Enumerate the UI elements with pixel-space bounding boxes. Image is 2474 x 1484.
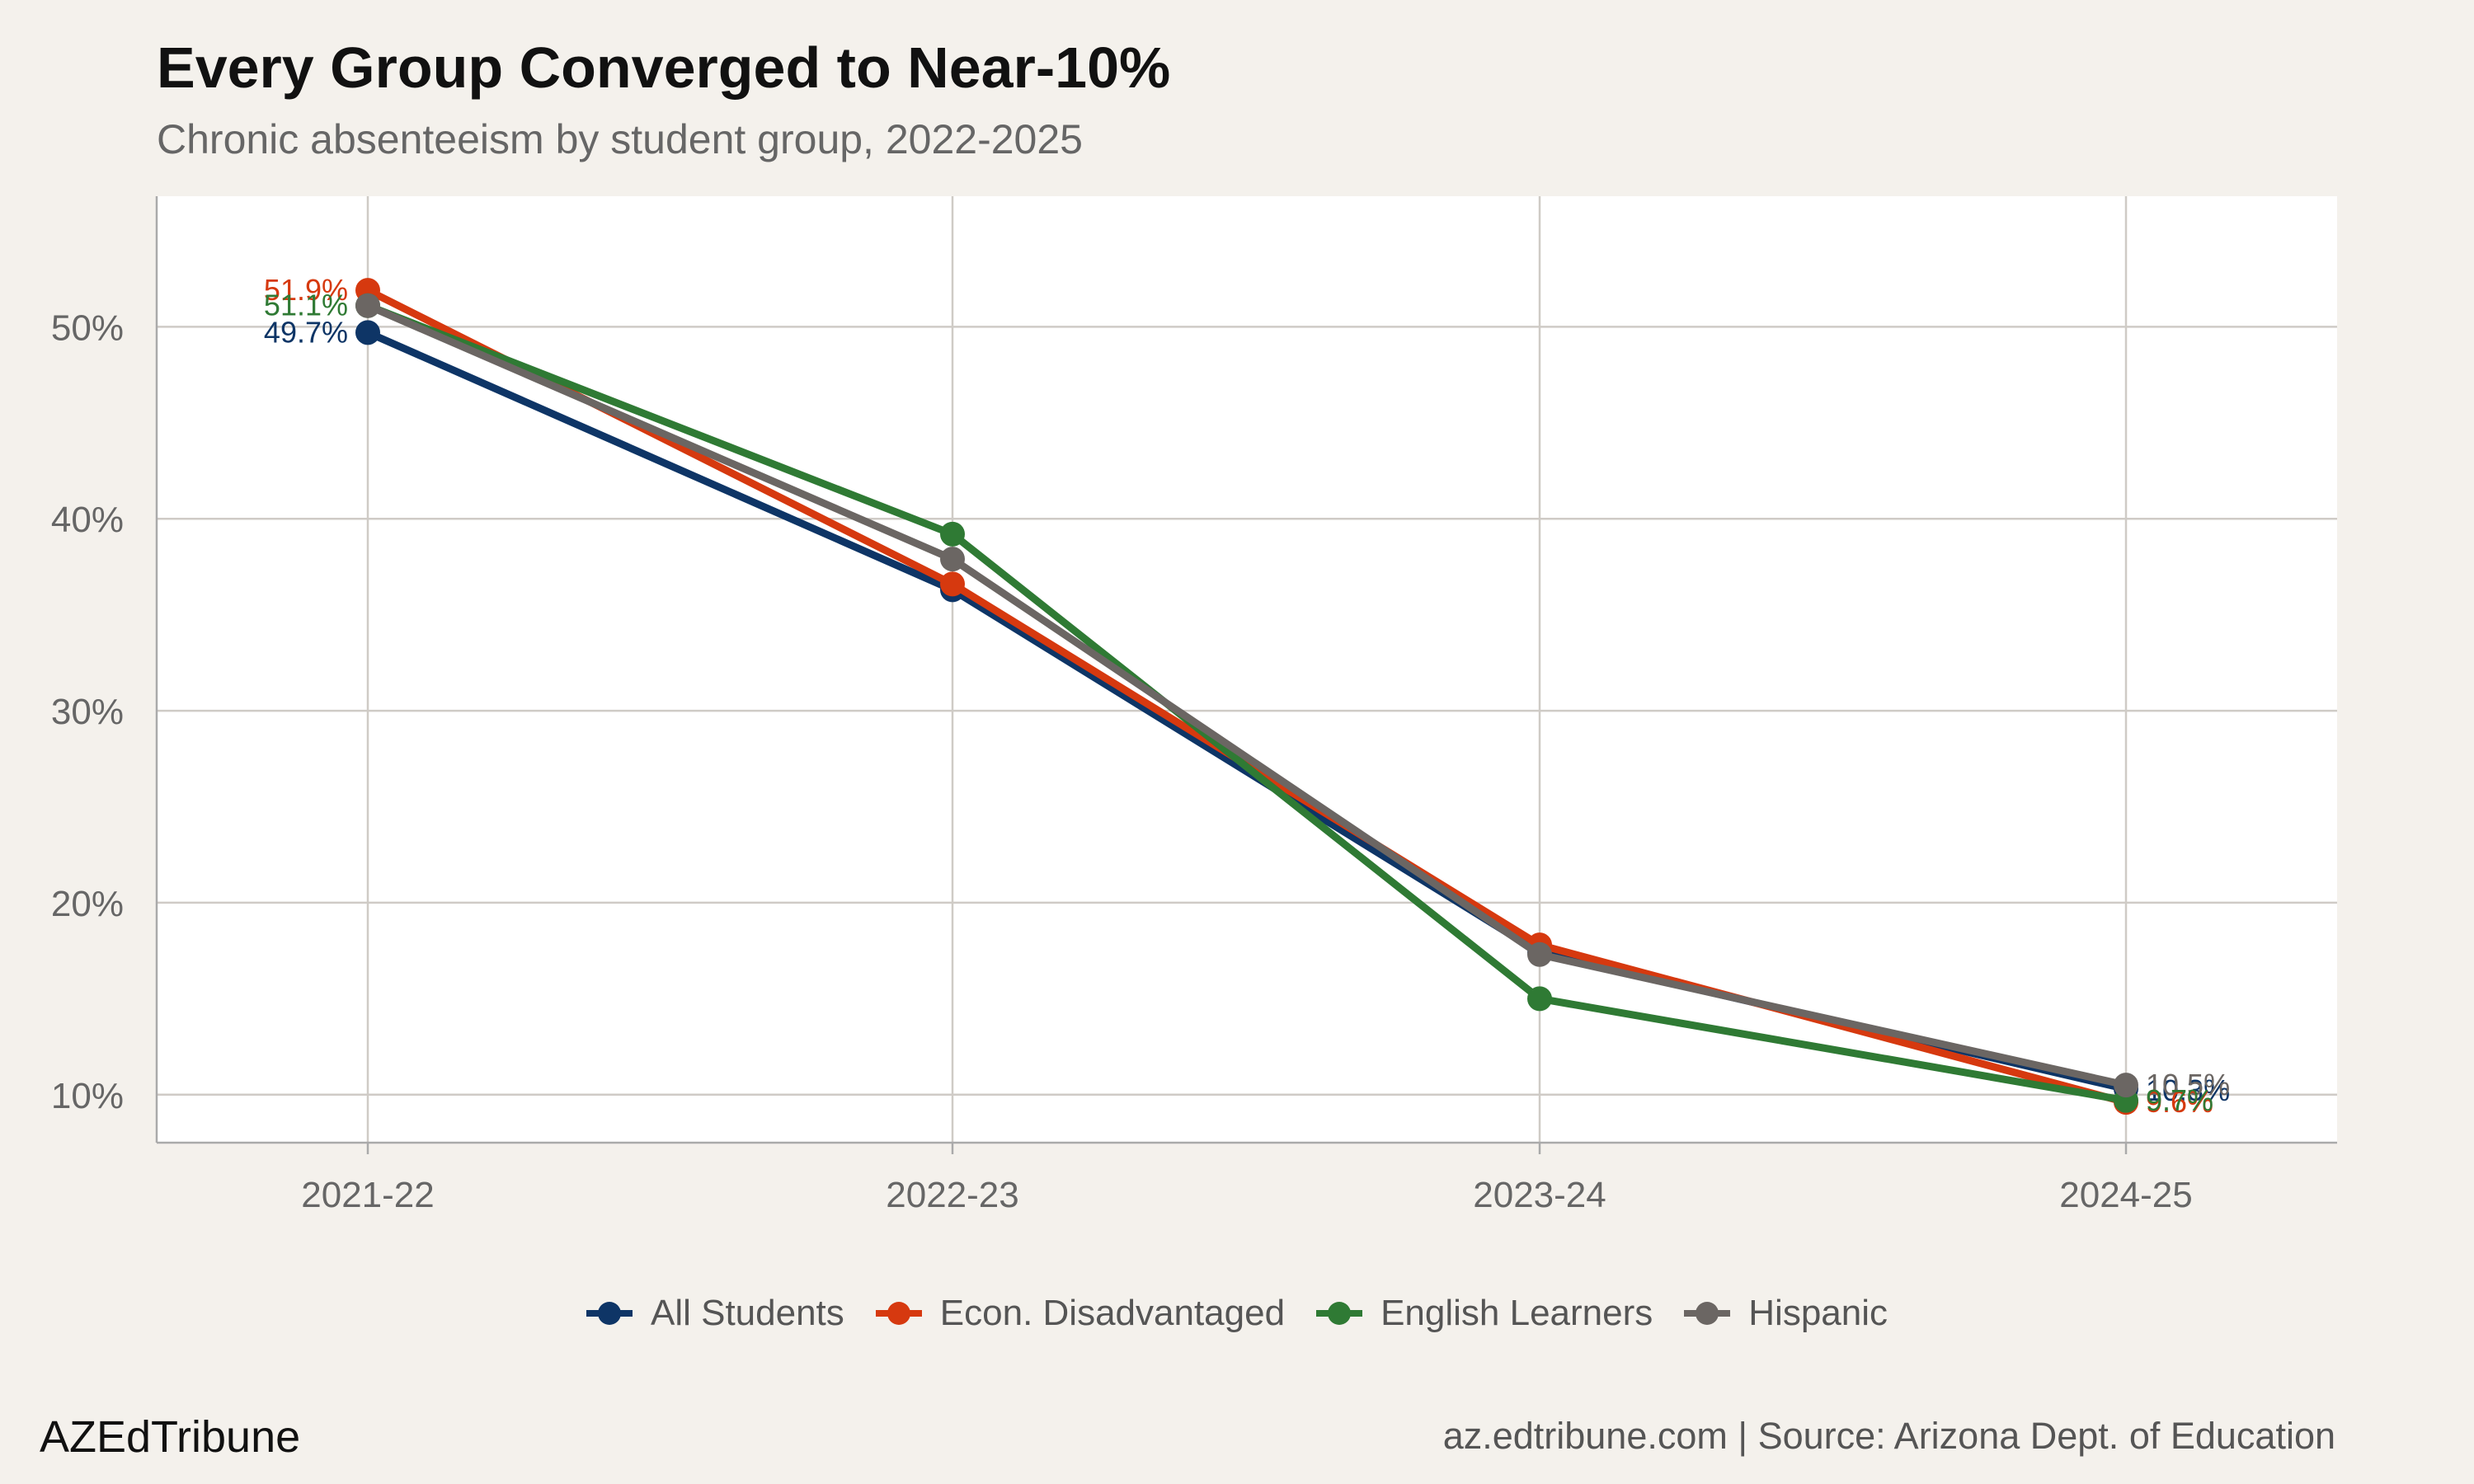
- data-point: [2114, 1073, 2138, 1098]
- y-tick-label: 50%: [51, 308, 124, 348]
- legend: All Students Econ. Disadvantaged English L…: [0, 1293, 2474, 1334]
- x-tick-label: 2022-23: [886, 1175, 1018, 1215]
- source-note: az.edtribune.com | Source: Arizona Dept.…: [1442, 1415, 2335, 1457]
- y-tick-label: 40%: [51, 500, 124, 540]
- plot-panel: [157, 196, 2337, 1143]
- end-value-label: 10.3%: [2146, 1073, 2230, 1107]
- y-tick-label: 20%: [51, 884, 124, 924]
- data-labels: 51.9%51.1%49.7% 10.3%10.5%9.6%9.7%: [264, 273, 2230, 1119]
- chart-subtitle: Chronic absenteeism by student group, 20…: [157, 116, 1083, 162]
- legend-label: Econ. Disadvantaged: [939, 1293, 1286, 1333]
- data-point: [1527, 986, 1552, 1012]
- data-point: [1527, 942, 1552, 967]
- data-point: [940, 521, 965, 547]
- series-line: [364, 302, 2130, 1105]
- legend-item: Hispanic: [1684, 1293, 1888, 1334]
- data-point: [355, 320, 380, 345]
- y-tick-label: 30%: [51, 692, 124, 732]
- end-value-label: 10.5%: [2146, 1068, 2230, 1101]
- grid-lines: [157, 196, 2337, 1143]
- legend-key-icon: [1684, 1302, 1731, 1325]
- brand-logo-text: AZEdTribune: [40, 1412, 301, 1462]
- axes: 10% 20% 30% 40% 50% 2021-22 2022-23 2023-24 2024…: [51, 196, 2337, 1215]
- start-value-label: 49.7%: [264, 315, 348, 349]
- data-point: [355, 293, 380, 318]
- end-value-label: 9.6%: [2146, 1085, 2213, 1119]
- data-point: [940, 571, 965, 597]
- legend-item: Econ. Disadvantaged: [875, 1293, 1286, 1334]
- legend-key-icon: [1316, 1302, 1363, 1325]
- end-value-label: 9.7%: [2146, 1083, 2213, 1117]
- x-tick-label: 2021-22: [301, 1175, 434, 1215]
- data-point: [940, 547, 965, 572]
- x-tick-label: 2024-25: [2059, 1175, 2192, 1215]
- x-tick-label: 2023-24: [1473, 1175, 1606, 1215]
- start-value-label: 51.9%: [264, 273, 348, 307]
- legend-key-icon: [586, 1302, 633, 1325]
- chart-title: Every Group Converged to Near-10%: [157, 35, 1171, 100]
- series-layer: [355, 278, 2138, 1115]
- y-tick-label: 10%: [51, 1076, 124, 1116]
- legend-label: Hispanic: [1748, 1293, 1888, 1333]
- legend-key-icon: [875, 1302, 922, 1325]
- legend-label: All Students: [650, 1293, 844, 1333]
- legend-label: English Learners: [1380, 1293, 1653, 1333]
- legend-item: English Learners: [1316, 1293, 1653, 1334]
- start-value-label: 51.1%: [264, 289, 348, 322]
- legend-item: All Students: [586, 1293, 844, 1334]
- series-line: [364, 302, 2130, 1089]
